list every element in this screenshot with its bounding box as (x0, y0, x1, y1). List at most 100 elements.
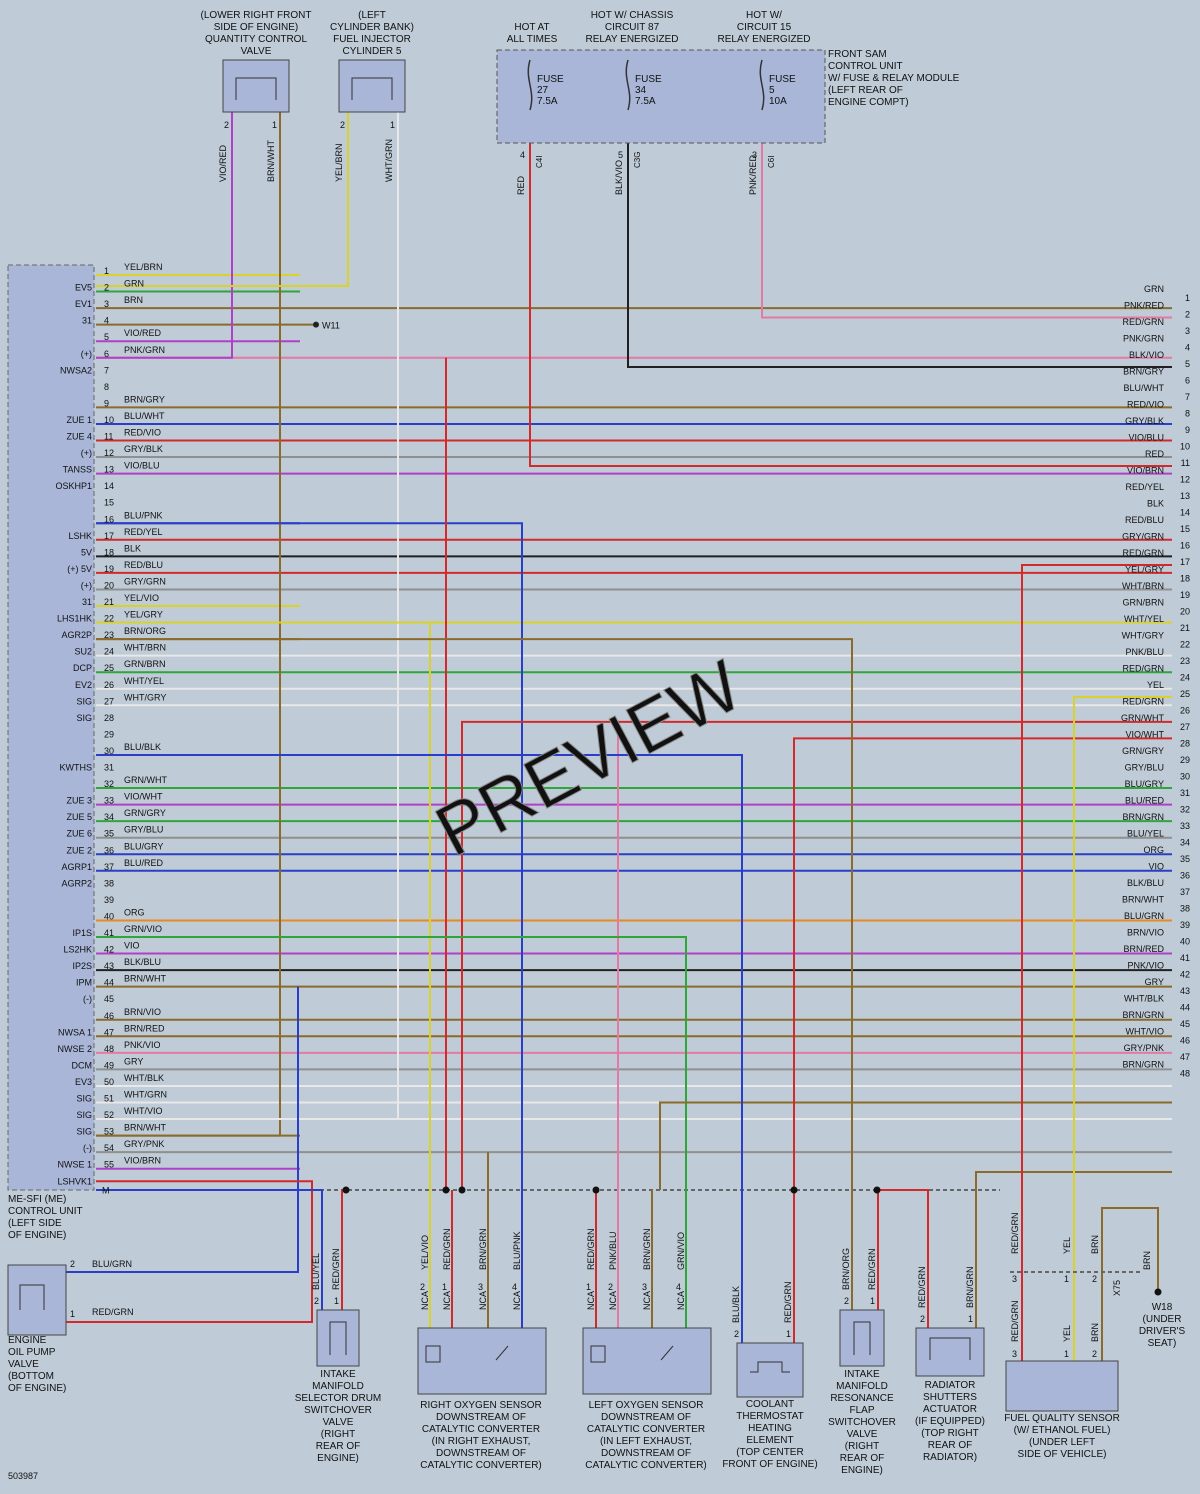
right-wire-label: GRN (1144, 284, 1164, 294)
ecu-pin-number: 39 (104, 895, 114, 905)
o2-right-wire-label: YEL/VIO (420, 1235, 430, 1270)
ecu-pin-signal: ZUE 1 (66, 415, 92, 425)
right-wire-label: YEL (1147, 680, 1164, 690)
right-pin-number: 42 (1180, 970, 1190, 980)
ecu-pin-number: 27 (104, 696, 114, 706)
right-pin-number: 7 (1185, 392, 1190, 402)
right-wire-label: BRN/VIO (1127, 928, 1164, 938)
fuse34-wire (627, 143, 1172, 368)
fuel-quality-box (1005, 1360, 1119, 1412)
o2-left-nca: NCA (642, 1291, 652, 1310)
right-pin-number: 38 (1180, 904, 1190, 914)
right-wire-label: BRN/GRN (1122, 812, 1164, 822)
drum-coil-icon (329, 1321, 347, 1355)
shutter-pin: 2 (920, 1314, 925, 1324)
injector-wire-label: YEL/BRN (334, 143, 344, 182)
ecu-pin-number: 22 (104, 614, 114, 624)
injector-wire-2 (96, 112, 399, 1121)
fuse-label: 7.5A (635, 96, 656, 107)
o2-right-nca: NCA (478, 1291, 488, 1310)
right-pin-number: 47 (1180, 1052, 1190, 1062)
fuse-label: 10A (769, 96, 787, 107)
fuel-quality-label: FUEL QUALITY SENSOR (1004, 1413, 1120, 1424)
fuse-label: FUSE (635, 74, 662, 85)
right-pin-number: 16 (1180, 541, 1190, 551)
qcv-box (222, 59, 290, 113)
ecu-wire-label: BLK/BLU (124, 957, 161, 967)
right-wire-label: BLU/GRY (1125, 779, 1164, 789)
right-wire-label: RED/YEL (1125, 482, 1164, 492)
sam-title: FRONT SAM (828, 49, 887, 60)
right-wire-label: RED/BLU (1125, 515, 1164, 525)
ecu-pin-number: 31 (104, 763, 114, 773)
ecu-pin-number: 24 (104, 647, 114, 657)
ecu-wire-label: YEL/BRN (124, 262, 163, 272)
ecu-wire-label: GRN/BRN (124, 659, 166, 669)
right-pin-number: 4 (1185, 343, 1190, 353)
right-wire-label: PNK/RED (1124, 301, 1165, 311)
oil-pump-coil-icon (19, 1284, 45, 1310)
fuse-label: FUSE (537, 74, 564, 85)
ecu-pin-signal: (+) (81, 580, 92, 590)
flap-label: MANIFOLD (836, 1381, 888, 1392)
thermostat-label: FRONT OF ENGINE) (722, 1459, 817, 1470)
ecu-wire-label: BRN/RED (124, 1023, 165, 1033)
ground-label: W11 (322, 321, 340, 331)
fuel-quality-pin: 3 (1012, 1274, 1017, 1284)
ecu-wire-label: BRN/VIO (124, 1007, 161, 1017)
sam-conn: C6I (767, 156, 776, 168)
ecu-wire-label: BRN (124, 295, 143, 305)
ecu-title: CONTROL UNIT (8, 1206, 83, 1217)
ecu-pin-signal: 31 (82, 597, 92, 607)
fuse-icon (759, 59, 765, 111)
o2-left-wire-label: GRN/VIO (676, 1232, 686, 1270)
o2-left-label: DOWNSTREAM OF (601, 1448, 691, 1459)
right-pin-number: 46 (1180, 1036, 1190, 1046)
right-wire-label: ORG (1143, 845, 1164, 855)
ecu-wire-label: BLU/RED (124, 858, 164, 868)
thermostat-label: (TOP CENTER (736, 1447, 803, 1458)
w18-wire-label: BRN (1142, 1251, 1152, 1270)
thermostat-heater-icon (750, 1361, 790, 1373)
ecu-wire-label: VIO/WHT (124, 792, 163, 802)
drum-label: SWITCHOVER (304, 1405, 372, 1416)
fuel-quality-pin: 3 (1012, 1349, 1017, 1359)
right-wire-label: VIO/BLU (1128, 433, 1164, 443)
thermostat-wire-2 (793, 737, 1172, 1343)
ecu-pin-signal: EV5 (75, 283, 92, 293)
ecu-pin-number: 35 (104, 829, 114, 839)
ecu-wire-label: WHT/YEL (124, 676, 164, 686)
ecu-wire-label: BRN/WHT (124, 1123, 166, 1133)
flap-wire-label: RED/GRN (867, 1248, 877, 1290)
right-pin-number: 9 (1185, 425, 1190, 435)
ecu-pin-number: 41 (104, 928, 114, 938)
ecu-pin-signal: NWSA2 (60, 365, 92, 375)
shutter-wire-label: BRN/GRN (965, 1266, 975, 1308)
right-pin-number: 24 (1180, 673, 1190, 683)
ecu-pin-signal: IPM (76, 978, 92, 988)
fuel-quality-wire-label: RED/GRN (1010, 1300, 1020, 1342)
shutter-label: (TOP RIGHT (921, 1428, 978, 1439)
o2-right-sensor-icon (495, 1345, 509, 1361)
thermostat-pin: 2 (734, 1329, 739, 1339)
flap-label: FLAP (849, 1405, 874, 1416)
right-wire-label: PNK/VIO (1127, 961, 1164, 971)
ecu-pin-signal: IP2S (72, 961, 92, 971)
right-wire-label: YEL/GRY (1125, 565, 1164, 575)
ecu-wire-label: WHT/GRN (124, 1090, 167, 1100)
right-wire-label: WHT/BRN (1122, 581, 1164, 591)
ecu-wire-label: BLU/WHT (124, 411, 165, 421)
oil-pump-pin: 1 (70, 1309, 75, 1319)
ecu-pin-number: 40 (104, 911, 114, 921)
right-wire-label: BLU/GRN (1124, 911, 1164, 921)
ecu-pin-signal: SIG (76, 713, 92, 723)
ecu-pin-signal: EV3 (75, 1077, 92, 1087)
right-wire-label: GRY (1145, 977, 1164, 987)
right-wire-label: GRY/BLU (1125, 763, 1164, 773)
shutter-wire-label: RED/GRN (917, 1266, 927, 1308)
shutter-wire-1 (877, 1189, 929, 1328)
flap-label: VALVE (847, 1429, 878, 1440)
right-pin-number: 14 (1180, 508, 1190, 518)
sam-pin: 5 (618, 150, 623, 160)
